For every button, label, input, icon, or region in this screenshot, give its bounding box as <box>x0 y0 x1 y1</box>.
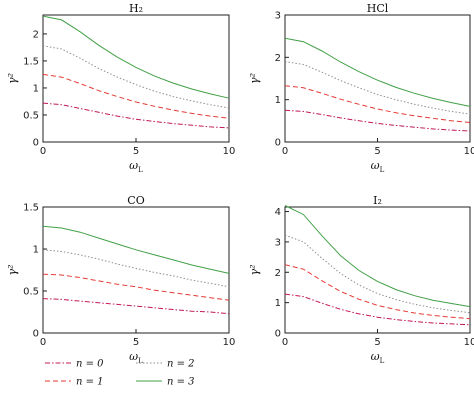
legend-label-n2: n = 2 <box>167 359 195 370</box>
x-tick-label: 5 <box>133 337 139 348</box>
legend-label-n0: n = 0 <box>76 359 104 370</box>
x-tick-label: 0 <box>282 337 288 348</box>
x-tick-label: 10 <box>223 337 236 348</box>
y-tick-label: 2 <box>275 53 281 64</box>
x-tick-label: 5 <box>133 146 139 157</box>
x-axis-label: ωL <box>371 350 385 365</box>
x-axis-label: ωL <box>371 159 385 174</box>
series-line-n2 <box>42 45 230 109</box>
x-tick-label: 10 <box>464 337 474 348</box>
y-axis-label: γ² <box>6 265 19 276</box>
legend-label-n3: n = 3 <box>167 377 195 388</box>
y-tick-label: 1 <box>33 245 39 256</box>
y-tick-label: 3 <box>275 11 281 22</box>
y-tick-label: 3 <box>275 237 281 248</box>
x-tick-label: 0 <box>40 337 46 348</box>
plot-frame <box>284 14 471 143</box>
chart-panel-4: I₂ 0 5 10 0 1 2 3 4 ωL γ² <box>248 194 474 365</box>
series-line-n3 <box>284 37 471 107</box>
x-axis-label: ωL <box>129 350 143 365</box>
y-tick-label: 1.5 <box>23 56 39 67</box>
panel-title: I₂ <box>373 194 382 207</box>
panel-title: H₂ <box>129 2 143 15</box>
y-tick-label: 0 <box>275 138 281 149</box>
y-tick-label: 0 <box>33 329 39 340</box>
y-tick-label: 0 <box>275 329 281 340</box>
series-line-n2 <box>284 234 471 314</box>
x-tick-label: 0 <box>40 146 46 157</box>
y-tick-label: 0.5 <box>23 110 39 121</box>
chart-panel-1: H₂ 0 5 10 0 0.5 1 1.5 2 ωL γ² <box>6 2 235 174</box>
series-line-n1 <box>42 273 230 301</box>
panel-title: CO <box>127 194 144 207</box>
x-tick-label: 10 <box>464 146 474 157</box>
series-line-n0 <box>42 102 230 129</box>
legend-label-n1: n = 1 <box>76 377 104 388</box>
series-line-n3 <box>42 15 230 99</box>
series-line-n3 <box>284 205 471 308</box>
y-tick-label: 2 <box>275 268 281 279</box>
y-tick-label: 1 <box>33 83 39 94</box>
series-line-n0 <box>284 293 471 326</box>
plot-frame <box>42 14 230 143</box>
x-axis-label: ωL <box>129 159 143 174</box>
series-line-n1 <box>42 73 230 119</box>
series-line-n2 <box>284 61 471 115</box>
panel-title: HCl <box>367 2 389 15</box>
series-line-n0 <box>284 109 471 132</box>
y-tick-label: 0 <box>33 138 39 149</box>
plot-frame <box>42 206 230 334</box>
series-line-n3 <box>42 225 230 274</box>
y-tick-label: 1.5 <box>23 203 39 214</box>
chart-panel-3: CO 0 5 10 0 0.5 1 1.5 ωL γ² <box>6 194 235 365</box>
legend: n = 0 n = 2 n = 1 n = 3 <box>45 359 195 388</box>
series-line-n2 <box>42 249 230 288</box>
y-tick-label: 2 <box>33 29 39 40</box>
y-tick-label: 4 <box>275 207 281 218</box>
series-line-n1 <box>284 264 471 320</box>
y-axis-label: γ² <box>248 73 261 84</box>
y-tick-label: 1 <box>275 298 281 309</box>
series-line-n1 <box>284 85 471 123</box>
chart-panel-2: HCl 0 5 10 0 1 2 3 ωL γ² <box>248 2 474 174</box>
x-tick-label: 0 <box>282 146 288 157</box>
series-line-n0 <box>42 298 230 315</box>
y-axis-label: γ² <box>6 73 19 84</box>
y-axis-label: γ² <box>248 265 261 276</box>
x-tick-label: 10 <box>223 146 236 157</box>
y-tick-label: 1 <box>275 95 281 106</box>
x-tick-label: 5 <box>374 337 380 348</box>
y-tick-label: 0.5 <box>23 287 39 298</box>
x-tick-label: 5 <box>374 146 380 157</box>
